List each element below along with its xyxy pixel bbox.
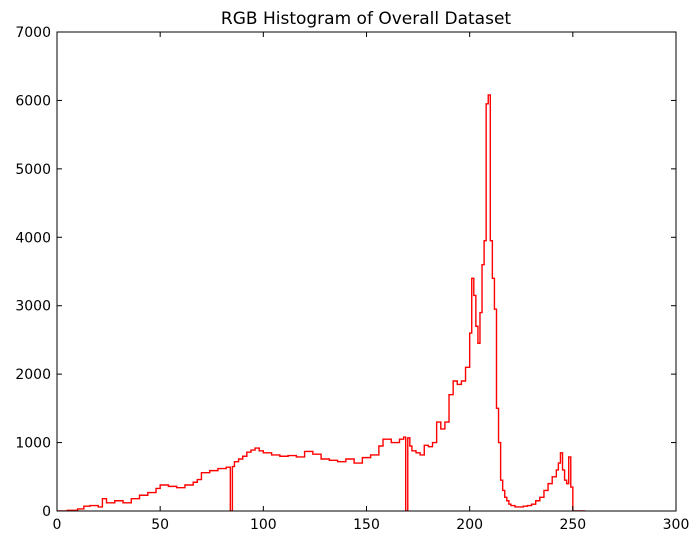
histogram-series-line <box>57 94 586 511</box>
y-tick-label: 2000 <box>15 367 51 383</box>
y-tick-label: 3000 <box>15 299 51 315</box>
x-tick-label: 250 <box>559 517 586 533</box>
x-tick-label: 100 <box>250 517 277 533</box>
x-tick-label: 300 <box>663 517 690 533</box>
plot-frame <box>56 31 677 512</box>
x-tick-label: 50 <box>151 517 169 533</box>
y-tick-label: 7000 <box>15 25 51 41</box>
y-tick-label: 0 <box>42 504 51 520</box>
y-tick-label: 5000 <box>15 162 51 178</box>
y-tick-label: 1000 <box>15 436 51 452</box>
chart-title: RGB Histogram of Overall Dataset <box>221 9 511 29</box>
x-tick-label: 0 <box>53 517 62 533</box>
x-tick-label: 150 <box>353 517 380 533</box>
y-tick-label: 6000 <box>15 93 51 109</box>
x-tick-label: 200 <box>456 517 483 533</box>
y-tick-label: 4000 <box>15 230 51 246</box>
